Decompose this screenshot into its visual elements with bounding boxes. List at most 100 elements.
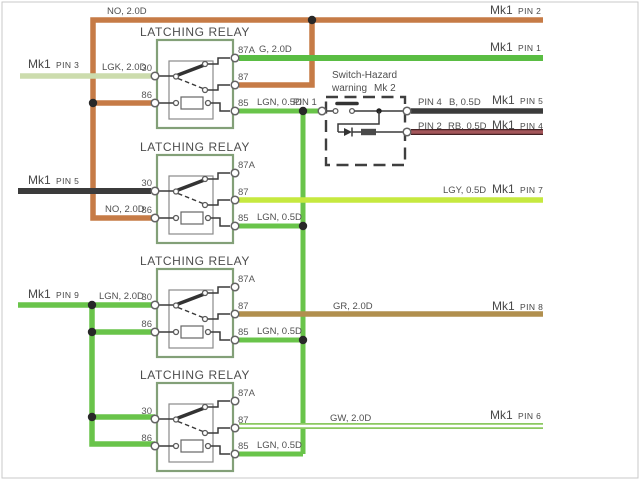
terminal-30 [150,186,160,196]
terminal-87a [230,53,240,63]
mk1-pin6-pin: PIN 6 [518,411,541,421]
terminal-87 [230,309,240,319]
terminal-87a [230,168,240,178]
contact-87 [201,315,209,323]
switch-contact-right [348,107,356,115]
switch-contact-left [332,107,339,115]
connector-pin4 [402,106,412,116]
junction-dot [87,300,97,310]
terminal-85 [230,449,240,459]
r1-lgn-label: LGN, 0.5D [257,97,302,108]
terminal-85 [230,335,240,345]
terminal-86 [150,98,160,108]
terminal-87-label: 87 [238,72,249,83]
hazard-title-line1: Switch-Hazard [332,70,397,81]
mk1-pin5-left-pin: PIN 5 [56,176,79,186]
mk1-pin9-mk: Mk1 [28,287,51,301]
wire-labels: NO, 2.0D Mk1 PIN 2 G, 2.0D Mk1 PIN 1 Mk1… [28,3,543,451]
terminal-85 [230,106,240,116]
latching-relay-4: LATCHING RELAY 30 86 87A 87 85 [140,368,256,473]
relay-coil [180,325,204,339]
terminal-85-label: 85 [238,213,249,224]
terminal-87 [230,80,240,90]
relay-blade [176,63,205,77]
coil-contact-right [204,99,212,107]
stub-87a [207,172,230,180]
mk1-pin6-mk: Mk1 [490,408,513,422]
terminal-87 [230,423,240,433]
lamp-feed-path [337,111,380,132]
hazard-title-line2: warning [331,83,367,94]
mk1-pin7-pin: PIN 7 [520,185,543,195]
terminal-86 [150,327,160,337]
stub-85 [210,217,230,227]
coil-contact-left [172,442,180,450]
relay-title: LATCHING RELAY [140,368,250,382]
junction-dot [87,327,97,337]
mk1-pin8-mk: Mk1 [492,299,515,313]
latching-relay-1: LATCHING RELAY 30 86 87A 87 85 [140,25,256,130]
lgk-wire-label: LGK, 2.0D [102,62,146,73]
relay-blade [176,406,205,420]
stub-87 [207,199,230,206]
terminal-87-label: 87 [238,187,249,198]
rb-wire-label: RB, 0.5D [448,121,487,132]
terminal-87a-label: 87A [238,45,256,56]
no-top-label: NO, 2.0D [107,6,147,17]
stub-85 [210,445,230,455]
relay-coil [180,211,204,225]
contact-87 [201,86,209,94]
r3-lgn-label: LGN, 0.5D [257,326,302,337]
mk1-pin5-mk: Mk1 [492,93,515,107]
terminal-87a [230,396,240,406]
wire-lgn2-vertical [89,305,155,447]
mk1-pin2-pin: PIN 2 [518,6,541,16]
relay-coil [180,96,204,110]
wire-no-orange-r1-87-leg [239,20,315,88]
junction-dots [87,15,317,422]
junction-dot [307,15,317,25]
stub-87a [207,400,230,408]
terminal-30-label: 30 [141,406,152,417]
terminal-86-label: 86 [141,433,152,444]
stub-87a [207,286,230,294]
terminal-86-label: 86 [141,90,152,101]
junction-dot [298,106,308,116]
contact-common [172,188,180,195]
terminal-30 [150,414,160,424]
wires [18,17,543,457]
relay-blade [176,178,205,192]
connector-pin2 [402,127,412,137]
coil-contact-right [204,442,212,450]
junction-dot [298,221,308,231]
terminal-86 [150,441,160,451]
switch-hazard-warning-unit: Switch-Hazard warning Mk 2 PIN 4 B, 0.5D… [317,70,543,167]
b-wire-label: B, 0.5D [449,97,481,108]
mk1-pin8-pin: PIN 8 [520,302,543,312]
contact-87 [201,201,209,209]
relay-title: LATCHING RELAY [140,25,250,39]
relay-blade-alt [177,420,204,433]
g-wire-label: G, 2.0D [259,44,292,55]
stub-87 [207,84,230,91]
coil-contact-right [204,328,212,336]
terminal-30-label: 30 [141,292,152,303]
terminal-30 [150,71,160,81]
contact-87 [201,429,209,437]
indicator-lamp-icon [344,128,352,136]
junction-dot [87,412,97,422]
junction-dot [298,335,308,345]
mk1-pin1-mk: Mk1 [490,40,513,54]
r4-lgn-label: LGN, 0.5D [257,440,302,451]
latching-relay-2: LATCHING RELAY 30 86 87A 87 85 [140,140,256,245]
connector-pin1 [317,106,327,116]
mk1-pin4-pin: PIN 4 [520,121,543,131]
terminal-30-label: 30 [141,178,152,189]
mk1-pin2-mk: Mk1 [490,3,513,17]
mk1-pin4-mk: Mk1 [492,118,515,132]
relay-blade-alt [177,192,204,205]
terminal-85-label: 85 [238,441,249,452]
mk1-pin5-left-mk: Mk1 [28,173,51,187]
